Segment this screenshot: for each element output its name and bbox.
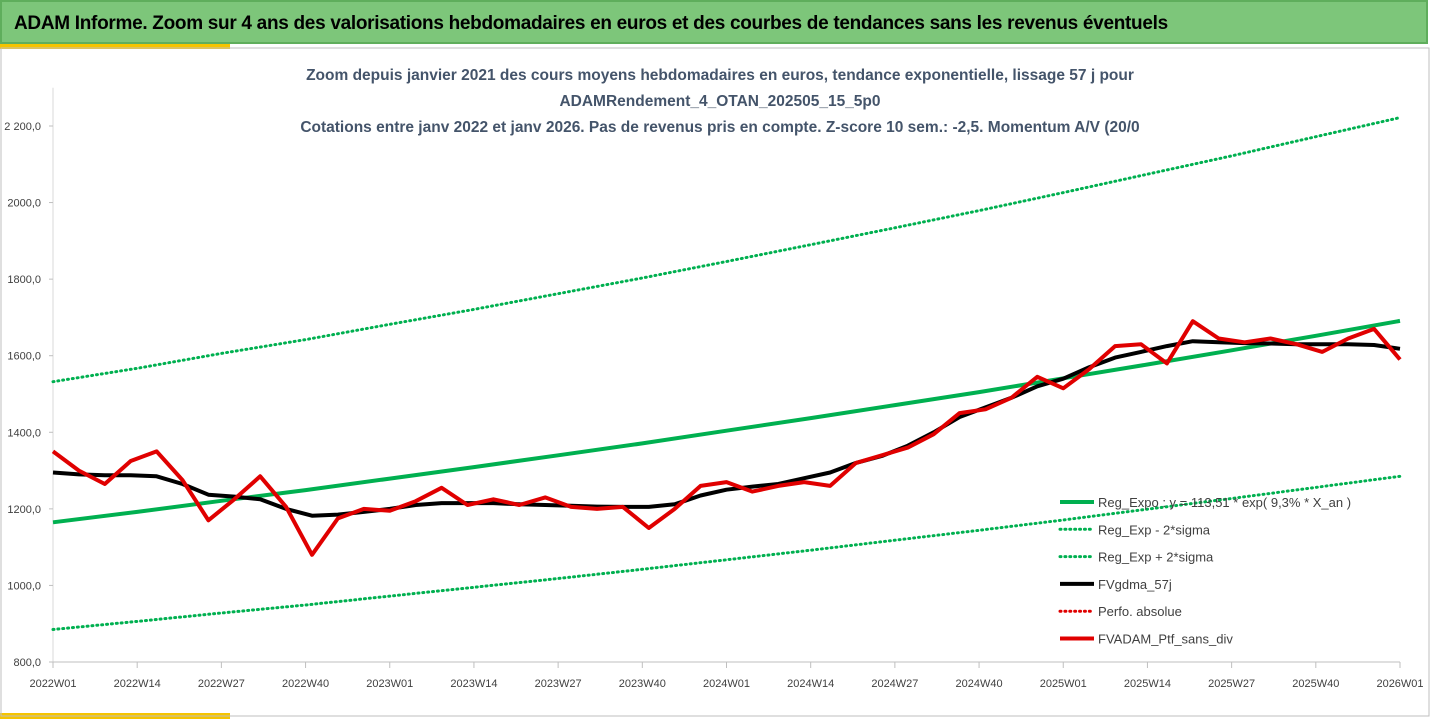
x-tick-label: 2025W40: [1292, 678, 1339, 690]
y-tick-label: 800,0: [13, 657, 41, 669]
y-tick-label: 2000,0: [7, 198, 41, 210]
series-line: [51, 319, 1402, 557]
series-line: [52, 318, 1401, 525]
x-tick-label: 2023W01: [366, 678, 413, 690]
x-tick-label: 2024W14: [787, 678, 834, 690]
x-tick-label: 2022W27: [198, 678, 245, 690]
x-tick-label: 2022W01: [29, 678, 76, 690]
x-tick-label: 2024W40: [956, 678, 1003, 690]
legend-label: Reg_Exp + 2*sigma: [1098, 550, 1214, 565]
y-tick-label: 1200,0: [7, 504, 41, 516]
x-tick-label: 2024W27: [871, 678, 918, 690]
chart-frame: [0, 47, 1430, 717]
x-tick-label: 2026W01: [1376, 678, 1423, 690]
header-bar: ADAM Informe. Zoom sur 4 ans des valoris…: [0, 0, 1428, 44]
x-tick-label: 2022W14: [114, 678, 161, 690]
header-title: ADAM Informe. Zoom sur 4 ans des valoris…: [14, 13, 1168, 34]
legend-label: FVADAM_Ptf_sans_div: [1098, 632, 1233, 647]
legend-label: Reg_Expo : y = 113,51 * exp( 9,3% * X_an…: [1098, 495, 1351, 510]
x-tick-label: 2023W27: [535, 678, 582, 690]
y-tick-label: 1600,0: [7, 351, 41, 363]
chart-title: Zoom depuis janvier 2021 des cours moyen…: [306, 67, 1134, 84]
accent: [0, 44, 230, 49]
x-tick-label: 2023W14: [450, 678, 497, 690]
legend-label: Reg_Exp - 2*sigma: [1098, 522, 1211, 537]
series-line: [52, 339, 1401, 518]
x-tick-label: 2024W01: [703, 678, 750, 690]
y-tick-label: 1000,0: [7, 580, 41, 592]
series-line: [51, 474, 1402, 631]
y-tick-label: 1800,0: [7, 274, 41, 286]
x-tick-label: 2023W40: [619, 678, 666, 690]
x-tick-label: 2022W40: [282, 678, 329, 690]
chart-title: ADAMRendement_4_OTAN_202505_15_5p0: [559, 93, 880, 110]
chart-title: Cotations entre janv 2022 et janv 2026. …: [300, 119, 1139, 136]
x-tick-label: 2025W14: [1124, 678, 1171, 690]
series-line: [51, 116, 1402, 384]
legend-label: Perfo. absolue: [1098, 604, 1182, 619]
legend-label: FVgdma_57j: [1098, 577, 1172, 592]
y-tick-label: 1400,0: [7, 427, 41, 439]
x-tick-label: 2025W27: [1208, 678, 1255, 690]
x-tick-label: 2025W01: [1040, 678, 1087, 690]
y-tick-label: 2 200,0: [4, 121, 41, 133]
